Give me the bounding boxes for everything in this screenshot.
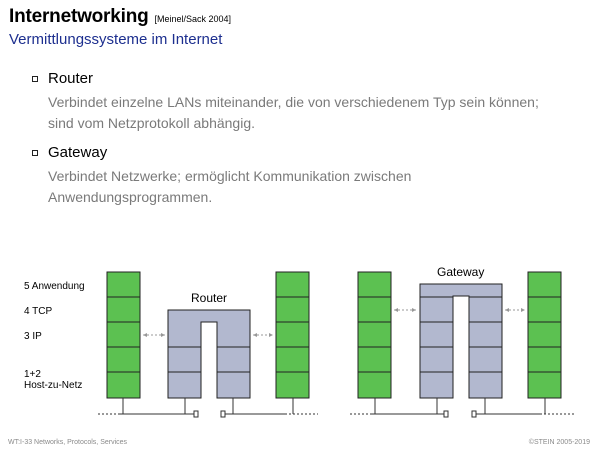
footer-copyright: ©STEIN 2005-2019 — [528, 439, 590, 446]
router-label: Router — [191, 291, 228, 305]
net-3-terminator — [443, 410, 449, 418]
arrow-gateway-right-head — [521, 308, 525, 312]
arrow-gateway-left-head — [394, 308, 398, 312]
bullet-description: Verbindet einzelne LANs miteinander, die… — [48, 94, 539, 131]
host-stack-right-2 — [527, 271, 562, 399]
slide-subtitle: Vermittlungssysteme im Internet — [9, 31, 223, 48]
host-stack-left-1 — [106, 271, 141, 399]
host-stack-left-2 — [357, 271, 392, 399]
arrow-router-right-head — [253, 333, 257, 337]
bullet-square-icon — [32, 150, 38, 156]
host-stack-right-1 — [275, 271, 310, 399]
router-stack — [167, 309, 251, 399]
net-4-terminator — [471, 410, 477, 418]
slide-title: Internetworking — [9, 6, 149, 27]
net-2-terminator — [220, 410, 226, 418]
net-1-terminator — [193, 410, 199, 418]
arrow-gateway-right-head — [505, 308, 509, 312]
bullet-square-icon — [32, 76, 38, 82]
layer-label-host-to-net: 1+2 Host-zu-Netz — [24, 369, 83, 391]
layer-label-application: 5 Anwendung — [24, 281, 85, 292]
layer-label-ip: 3 IP — [24, 331, 42, 342]
bullet-heading: Router — [48, 70, 94, 87]
gateway-stack — [419, 283, 503, 399]
arrow-router-right-head — [269, 333, 273, 337]
bullet-heading: Gateway — [48, 144, 108, 161]
footer-left: WT:I-33 Networks, Protocols, Services — [8, 439, 128, 446]
citation: [Meinel/Sack 2004] — [154, 14, 232, 24]
gateway-label: Gateway — [437, 265, 485, 279]
layer-label-tcp: 4 TCP — [24, 306, 53, 317]
arrow-gateway-left-head — [412, 308, 416, 312]
arrow-router-left-head — [161, 333, 165, 337]
arrow-router-left-head — [143, 333, 147, 337]
bullet-description: Verbindet Netzwerke; ermöglicht Kommunik… — [48, 168, 412, 205]
title-row: Internetworking [Meinel/Sack 2004] — [9, 6, 231, 28]
